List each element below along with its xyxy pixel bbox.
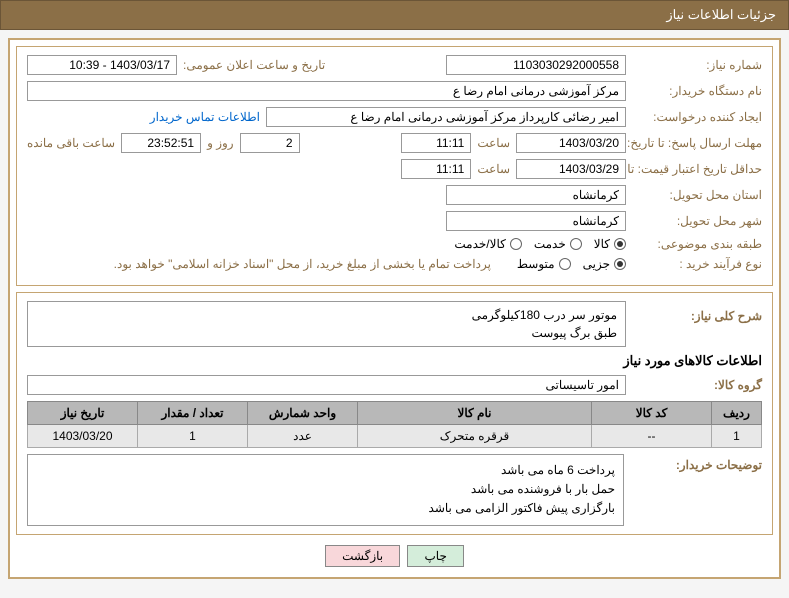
radio-icon bbox=[614, 238, 626, 250]
delivery-city-label: شهر محل تحویل: bbox=[632, 214, 762, 228]
deadline-reply-label: مهلت ارسال پاسخ: تا تاریخ: bbox=[632, 136, 762, 150]
goods-group-value: امور تاسیساتی bbox=[27, 375, 626, 395]
price-validity-time: 11:11 bbox=[401, 159, 471, 179]
radio-icon bbox=[559, 258, 571, 270]
time-label-2: ساعت bbox=[477, 162, 510, 176]
cell-name: قرقره متحرک bbox=[358, 425, 592, 448]
category-label: طبقه بندی موضوعی: bbox=[632, 237, 762, 251]
goods-info-title: اطلاعات کالاهای مورد نیاز bbox=[27, 353, 762, 369]
announce-datetime-label: تاریخ و ساعت اعلان عمومی: bbox=[183, 58, 325, 72]
general-desc-label: شرح کلی نیاز: bbox=[632, 301, 762, 323]
cell-date: 1403/03/20 bbox=[28, 425, 138, 448]
time-label-1: ساعت bbox=[477, 136, 510, 150]
deadline-reply-time: 11:11 bbox=[401, 133, 471, 153]
th-row: ردیف bbox=[712, 402, 762, 425]
print-button[interactable]: چاپ bbox=[407, 545, 463, 567]
announce-datetime-value: 1403/03/17 - 10:39 bbox=[27, 55, 177, 75]
radio-icon bbox=[570, 238, 582, 250]
radio-jozi[interactable]: جزیی bbox=[583, 257, 626, 271]
buyer-org-value: مرکز آموزشی درمانی امام رضا ع bbox=[27, 81, 626, 101]
delivery-city-value: کرمانشاه bbox=[446, 211, 626, 231]
th-code: کد کالا bbox=[592, 402, 712, 425]
general-desc-value: موتور سر درب 180کیلوگرمی طبق برگ پیوست bbox=[27, 301, 626, 347]
delivery-province-value: کرمانشاه bbox=[446, 185, 626, 205]
purchase-radio-group: جزیی متوسط bbox=[517, 257, 626, 271]
need-number-value: 1103030292000558 bbox=[446, 55, 626, 75]
days-value: 2 bbox=[240, 133, 300, 153]
payment-note: پرداخت تمام یا بخشی از مبلغ خرید، از محل… bbox=[114, 257, 491, 271]
header-title: جزئیات اطلاعات نیاز bbox=[666, 7, 776, 22]
main-panel: شماره نیاز: 1103030292000558 تاریخ و ساع… bbox=[8, 38, 781, 579]
buyer-notes-label: توضیحات خریدار: bbox=[632, 454, 762, 472]
buyer-notes-value: پرداخت 6 ماه می باشد حمل بار با فروشنده … bbox=[27, 454, 624, 526]
price-validity-date: 1403/03/29 bbox=[516, 159, 626, 179]
th-qty: تعداد / مقدار bbox=[138, 402, 248, 425]
th-name: نام کالا bbox=[358, 402, 592, 425]
cell-row: 1 bbox=[712, 425, 762, 448]
radio-icon bbox=[614, 258, 626, 270]
category-radio-group: کالا خدمت کالا/خدمت bbox=[454, 237, 626, 251]
days-label: روز و bbox=[207, 136, 234, 150]
remaining-label: ساعت باقی مانده bbox=[27, 136, 115, 150]
radio-khedmat[interactable]: خدمت bbox=[534, 237, 582, 251]
contact-link[interactable]: اطلاعات تماس خریدار bbox=[150, 110, 260, 124]
cell-code: -- bbox=[592, 425, 712, 448]
th-date: تاریخ نیاز bbox=[28, 402, 138, 425]
form-section-1: شماره نیاز: 1103030292000558 تاریخ و ساع… bbox=[16, 46, 773, 286]
radio-icon bbox=[510, 238, 522, 250]
page-header: جزئیات اطلاعات نیاز bbox=[0, 0, 789, 30]
buyer-org-label: نام دستگاه خریدار: bbox=[632, 84, 762, 98]
price-validity-label: حداقل تاریخ اعتبار قیمت: تا تاریخ: bbox=[632, 162, 762, 176]
countdown-value: 23:52:51 bbox=[121, 133, 201, 153]
cell-qty: 1 bbox=[138, 425, 248, 448]
th-unit: واحد شمارش bbox=[248, 402, 358, 425]
back-button[interactable]: بازگشت bbox=[325, 545, 400, 567]
form-section-2: شرح کلی نیاز: موتور سر درب 180کیلوگرمی ط… bbox=[16, 292, 773, 535]
requester-label: ایجاد کننده درخواست: bbox=[632, 110, 762, 124]
radio-kala-khedmat[interactable]: کالا/خدمت bbox=[454, 237, 521, 251]
cell-unit: عدد bbox=[248, 425, 358, 448]
goods-table: ردیف کد کالا نام کالا واحد شمارش تعداد /… bbox=[27, 401, 762, 448]
delivery-province-label: استان محل تحویل: bbox=[632, 188, 762, 202]
table-row: 1 -- قرقره متحرک عدد 1 1403/03/20 bbox=[28, 425, 762, 448]
goods-group-label: گروه کالا: bbox=[632, 378, 762, 392]
radio-motavaset[interactable]: متوسط bbox=[517, 257, 571, 271]
need-number-label: شماره نیاز: bbox=[632, 58, 762, 72]
radio-kala[interactable]: کالا bbox=[594, 237, 626, 251]
requester-value: امیر رضائی کارپرداز مرکز آموزشی درمانی ا… bbox=[266, 107, 626, 127]
button-row: چاپ بازگشت bbox=[10, 545, 779, 567]
deadline-reply-date: 1403/03/20 bbox=[516, 133, 626, 153]
purchase-type-label: نوع فرآیند خرید : bbox=[632, 257, 762, 271]
